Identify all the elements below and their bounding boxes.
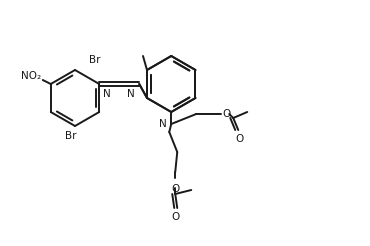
Text: O: O <box>171 212 179 222</box>
Text: O: O <box>235 134 243 144</box>
Text: N: N <box>127 89 135 99</box>
Text: N: N <box>159 119 167 129</box>
Text: Br: Br <box>65 131 77 141</box>
Text: N: N <box>103 89 111 99</box>
Text: O: O <box>171 184 179 194</box>
Text: O: O <box>222 109 231 119</box>
Text: Br: Br <box>89 55 101 65</box>
Text: NO₂: NO₂ <box>21 71 41 81</box>
